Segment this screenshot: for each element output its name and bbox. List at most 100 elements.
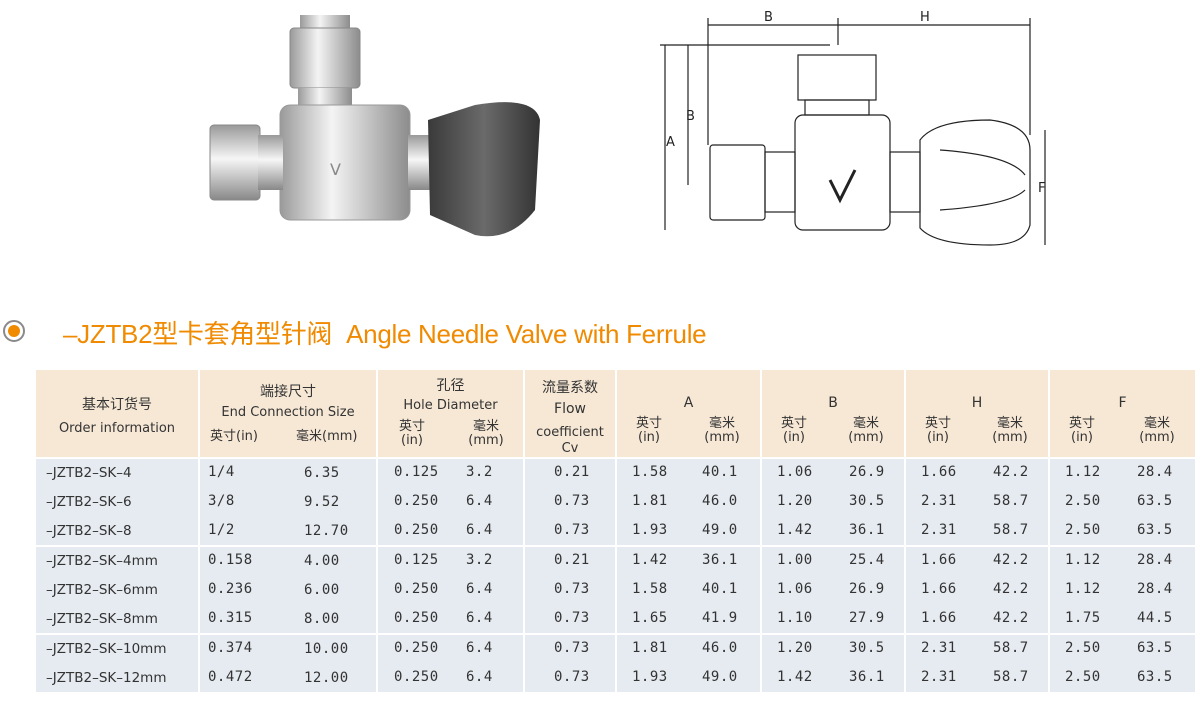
header-dim-h: H 英寸 (in) 毫米 (mm) [906,370,1048,457]
order-number-cell: –JZTB2–SK–8mm [46,611,158,627]
group-1-column-bg [1050,459,1195,545]
value-cell: 0.125 [394,464,439,480]
value-cell: 1.42 [777,522,813,538]
header-end-connection: 端接尺寸 End Connection Size 英寸(in) 毫米(mm) [200,370,376,457]
header-dim-a: A 英寸 (in) 毫米 (mm) [617,370,760,457]
value-cell: 8.00 [304,611,340,627]
header-dim-in: 英寸 (in) [619,417,679,445]
value-cell: 42.2 [993,464,1029,480]
header-flow-en1: Flow [554,401,586,417]
header-dim-mm: 毫米 (mm) [1127,417,1187,445]
value-cell: 3.2 [466,552,493,568]
header-dim-mm-unit: (mm) [848,430,884,445]
header-dim-in-unit: (in) [927,430,949,445]
value-cell: 1.20 [777,640,813,656]
value-cell: 0.250 [394,522,439,538]
order-number-cell: –JZTB2–SK–4mm [46,553,158,569]
dimension-drawing: B H A B F [660,10,1046,246]
value-cell: 46.0 [702,640,738,656]
table-row: –JZTB2–SK–6 3/8 9.52 0.250 6.4 0.73 1.81 46.0 1.… [36,488,1195,517]
value-cell: 2.50 [1065,669,1101,685]
group-2-column-bg [762,547,904,633]
value-cell: 63.5 [1137,522,1173,538]
group-2-column-bg [1050,547,1195,633]
value-cell: 3/8 [208,493,235,509]
value-cell: 0.73 [554,493,590,509]
value-cell: 0.236 [208,581,253,597]
value-cell: 12.70 [304,523,349,539]
value-cell: 41.9 [702,610,738,626]
value-cell: 63.5 [1137,493,1173,509]
header-dim-mm-cn: 毫米 [852,416,879,431]
value-cell: 1.00 [777,552,813,568]
value-cell: 0.73 [554,610,590,626]
group-2-column-bg [906,547,1048,633]
header-flow-en3: Cv [561,441,579,456]
header-dim-in-unit: (in) [1071,430,1093,445]
header-dim-name: B [828,395,838,411]
value-cell: 9.52 [304,494,340,510]
header-hole-mm-cn: 毫米 [472,419,499,434]
value-cell: 0.250 [394,610,439,626]
value-cell: 40.1 [702,581,738,597]
header-order-en: Order information [58,421,176,436]
value-cell: 58.7 [993,493,1029,509]
group-1-column-bg [525,459,615,545]
value-cell: 0.21 [554,552,590,568]
value-cell: 0.472 [208,669,253,685]
group-3-column-bg [378,635,523,692]
value-cell: 2.50 [1065,522,1101,538]
value-cell: 2.50 [1065,640,1101,656]
value-cell: 1.93 [632,669,668,685]
value-cell: 6.4 [466,493,493,509]
value-cell: 6.4 [466,640,493,656]
order-number-cell: –JZTB2–SK–10mm [46,641,167,657]
header-dim-mm: 毫米 (mm) [980,417,1040,445]
value-cell: 0.374 [208,640,253,656]
value-cell: 1.66 [921,581,957,597]
value-cell: 58.7 [993,669,1029,685]
group-3-column-bg [200,635,376,692]
value-cell: 2.31 [921,493,957,509]
valve-photo: V [209,15,540,237]
header-hole-in: 英寸 (in) [382,420,442,448]
dim-label-a: A [666,135,675,150]
value-cell: 0.250 [394,581,439,597]
header-dim-mm-unit: (mm) [992,430,1028,445]
value-cell: 28.4 [1137,581,1173,597]
value-cell: 4.00 [304,553,340,569]
value-cell: 0.125 [394,552,439,568]
value-cell: 1.42 [777,669,813,685]
header-hole-diameter: 孔径 Hole Diameter 英寸 (in) 毫米 (mm) [378,370,523,457]
header-dim-mm-cn: 毫米 [996,416,1023,431]
header-dim-in-cn: 英寸 [635,416,662,431]
header-dim-in-cn: 英寸 [924,416,951,431]
value-cell: 36.1 [849,669,885,685]
value-cell: 0.250 [394,493,439,509]
header-order: 基本订货号 Order information [36,370,198,457]
value-cell: 25.4 [849,552,885,568]
table-row: –JZTB2–SK–8 1/2 12.70 0.250 6.4 0.73 1.93 49.0 1… [36,517,1195,546]
value-cell: 0.73 [554,522,590,538]
order-number-cell: –JZTB2–SK–12mm [46,670,167,686]
value-cell: 1/2 [208,522,235,538]
header-flow-en2: coefficient [536,425,604,440]
header-dim-in: 英寸 (in) [764,417,824,445]
header-dim-mm-cn: 毫米 [1143,416,1170,431]
value-cell: 6.00 [304,582,340,598]
header-dim-in-cn: 英寸 [1068,416,1095,431]
header-dim-mm: 毫米 (mm) [836,417,896,445]
header-flow: 流量系数 Flow coefficient Cv [525,370,615,457]
group-3-column-bg [762,635,904,692]
header-end-mm: 毫米(mm) [296,429,358,444]
group-1-column-bg [378,459,523,545]
header-dim-b: B 英寸 (in) 毫米 (mm) [762,370,904,457]
value-cell: 1.75 [1065,610,1101,626]
value-cell: 10.00 [304,641,349,657]
header-order-cn: 基本订货号 [82,397,152,413]
value-cell: 1.93 [632,522,668,538]
group-1-column-bg [906,459,1048,545]
svg-text:V: V [330,160,341,179]
value-cell: 3.2 [466,464,493,480]
value-cell: 2.31 [921,669,957,685]
